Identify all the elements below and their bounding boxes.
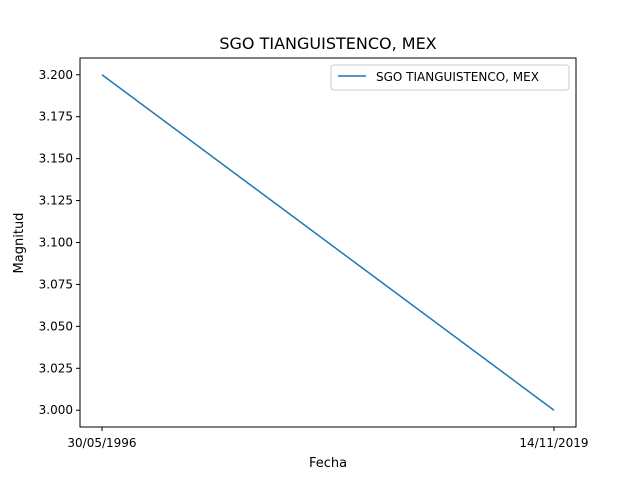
y-tick-label: 3.200	[39, 68, 73, 82]
y-tick-label: 3.050	[39, 319, 73, 333]
y-tick-label: 3.000	[39, 403, 73, 417]
plot-area: 3.000 3.025 3.050 3.075 3.100 3.125 3.150 3.175…	[39, 57, 589, 450]
x-axis-label: Fecha	[309, 456, 347, 471]
legend: SGO TIANGUISTENCO, MEX	[330, 64, 570, 91]
y-tick-label: 3.025	[39, 361, 73, 375]
y-tick-label: 3.150	[39, 152, 73, 166]
series-layer	[101, 74, 555, 411]
y-axis-label: Magnitud	[12, 213, 27, 274]
legend-label: SGO TIANGUISTENCO, MEX	[376, 70, 539, 84]
legend-box	[330, 64, 570, 91]
y-tick-label: 3.175	[39, 110, 73, 124]
chart-title: SGO TIANGUISTENCO, MEX	[219, 34, 436, 53]
y-axis-ticks: 3.000 3.025 3.050 3.075 3.100 3.125 3.150 3.175…	[39, 68, 80, 417]
x-axis-ticks: 30/05/1996 14/11/2019	[67, 427, 589, 450]
y-tick-label: 3.125	[39, 194, 73, 208]
x-tick-label: 14/11/2019	[519, 436, 588, 450]
series-line	[101, 74, 555, 411]
y-tick-label: 3.100	[39, 236, 73, 250]
y-tick-label: 3.075	[39, 277, 73, 291]
x-tick-label: 30/05/1996	[67, 436, 136, 450]
